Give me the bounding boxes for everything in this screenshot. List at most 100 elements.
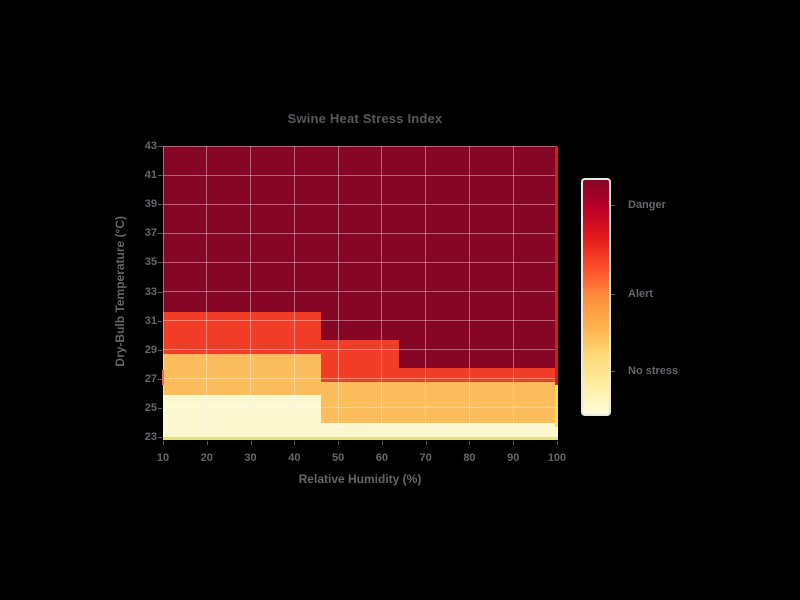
heatmap-cell xyxy=(399,353,440,369)
heatmap-cell xyxy=(438,159,479,175)
heatmap-cell xyxy=(478,298,519,313)
heatmap-cell xyxy=(517,395,558,410)
heatmap-cell xyxy=(281,187,322,202)
edge-artifact-bottom xyxy=(163,437,558,440)
heatmap-cell xyxy=(360,340,400,355)
heatmap-cell xyxy=(517,284,558,299)
heatmap-cell xyxy=(320,340,361,355)
heatmap-cell xyxy=(399,298,440,313)
x-tick-mark xyxy=(557,441,558,445)
y-tick-label: 29 xyxy=(144,343,157,356)
heatmap-cell xyxy=(202,395,243,410)
heatmap-cell xyxy=(517,423,558,438)
heatmap-cell xyxy=(399,409,440,424)
heatmap-cell xyxy=(281,353,322,369)
heatmap-cell xyxy=(360,243,400,258)
heatmap-cell xyxy=(399,270,440,285)
gridline-vertical xyxy=(162,146,164,437)
heatmap-cell xyxy=(163,284,203,299)
heatmap-cell xyxy=(478,423,519,438)
gridline-horizontal xyxy=(163,145,557,147)
heatmap-cell xyxy=(399,187,440,202)
x-tick-mark xyxy=(513,441,515,445)
x-tick-mark xyxy=(163,441,164,445)
heatmap-cell xyxy=(281,201,322,216)
x-tick-mark xyxy=(338,441,340,445)
y-tick-mark xyxy=(158,233,162,235)
heatmap-cell xyxy=(163,381,203,396)
heatmap-cell xyxy=(202,367,243,382)
heatmap-cell xyxy=(163,215,203,230)
heatmap-cell xyxy=(163,340,203,355)
colorbar-tick-mark xyxy=(611,204,615,206)
x-tick-label: 80 xyxy=(463,452,476,464)
y-tick-label: 33 xyxy=(144,285,157,298)
y-tick-label: 43 xyxy=(144,140,157,152)
heatmap-cell xyxy=(438,312,479,327)
heatmap-cell xyxy=(241,381,282,396)
heatmap-cell xyxy=(438,395,479,410)
heatmap-cell xyxy=(241,201,282,216)
y-tick-mark xyxy=(158,146,162,147)
heatmap-cell xyxy=(163,229,203,244)
heatmap-cell xyxy=(360,423,400,438)
heatmap-cell xyxy=(281,395,322,410)
heatmap-cell xyxy=(163,256,203,272)
heatmap-cell xyxy=(202,423,243,438)
heatmap-cell xyxy=(399,243,440,258)
heatmap-cell xyxy=(478,187,519,202)
heatmap-cell xyxy=(438,229,479,244)
heatmap-cell xyxy=(478,215,519,230)
y-tick-label: 39 xyxy=(144,198,157,211)
heatmap-cell xyxy=(241,298,282,313)
heatmap-cell xyxy=(163,173,203,188)
heatmap-cell xyxy=(241,229,282,244)
heatmap-cell xyxy=(360,326,400,341)
heatmap-cell xyxy=(360,256,400,272)
heatmap-cell xyxy=(399,229,440,244)
heatmap-cell xyxy=(478,256,519,272)
colorbar-tick-mark xyxy=(611,371,615,373)
heatmap-cell xyxy=(281,367,322,382)
heatmap-cell xyxy=(360,312,400,327)
gridline-horizontal xyxy=(163,174,557,176)
gridline-vertical xyxy=(250,146,252,437)
heatmap-cell xyxy=(202,298,243,313)
heatmap-cell xyxy=(478,340,519,355)
heatmap-cell xyxy=(241,270,282,285)
heatmap-cell xyxy=(202,187,243,202)
colorbar-tick-label: Danger xyxy=(628,198,666,211)
heatmap-cell xyxy=(478,229,519,244)
heatmap-cell xyxy=(320,353,361,369)
gridline-horizontal xyxy=(163,320,557,322)
heatmap-cell xyxy=(320,312,361,327)
heatmap-cell xyxy=(438,326,479,341)
heatmap-cell xyxy=(163,146,203,161)
heatmap-cell xyxy=(320,215,361,230)
heatmap-cell xyxy=(320,298,361,313)
gridline-vertical xyxy=(425,146,427,437)
heatmap-cell xyxy=(478,243,519,258)
heatmap-cell xyxy=(399,284,440,299)
x-tick-mark xyxy=(206,441,208,445)
heatmap-cell xyxy=(320,381,361,396)
heatmap-cell xyxy=(438,284,479,299)
gridline-horizontal xyxy=(163,291,557,292)
heatmap-cell xyxy=(163,367,203,382)
heatmap-cell xyxy=(360,367,400,382)
y-tick-mark xyxy=(158,349,162,351)
heatmap-cell xyxy=(163,312,203,327)
heatmap-cell xyxy=(202,173,243,188)
edge-artifact-left-pink xyxy=(162,370,164,385)
heatmap-cell xyxy=(281,409,322,424)
y-axis-title: Dry-Bulb Temperature (°C) xyxy=(110,146,130,437)
heatmap-cell xyxy=(517,187,558,202)
x-tick-label: 50 xyxy=(331,452,345,464)
heatmap-cell xyxy=(202,146,243,161)
heatmap-cell xyxy=(320,256,361,272)
heatmap-cell xyxy=(281,298,322,313)
heatmap-cell xyxy=(360,395,400,410)
heatmap-cell xyxy=(399,312,440,327)
heatmap-cell xyxy=(478,284,519,299)
y-tick-mark xyxy=(158,175,162,177)
